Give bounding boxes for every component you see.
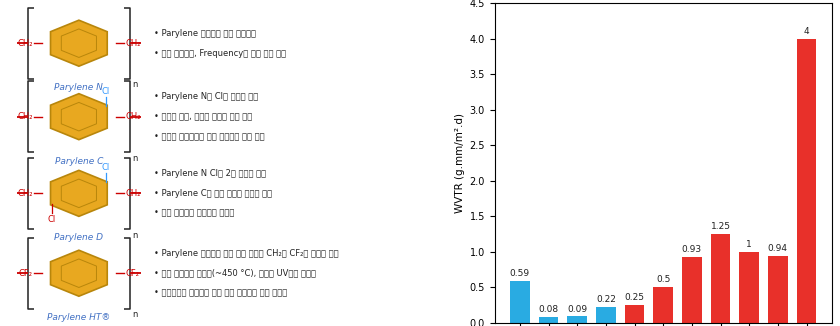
Text: CH₂: CH₂ — [18, 112, 33, 121]
Text: Cl: Cl — [102, 86, 110, 96]
Text: 0.22: 0.22 — [596, 295, 616, 304]
Text: 0.08: 0.08 — [538, 305, 559, 314]
Y-axis label: WVTR (g.mm/m².d): WVTR (g.mm/m².d) — [455, 113, 465, 213]
Text: Cl: Cl — [102, 163, 110, 172]
Bar — [768, 256, 788, 323]
Text: • Parylene N에 Cl이 추가된 모델: • Parylene N에 Cl이 추가된 모델 — [154, 92, 258, 101]
Text: CF₂: CF₂ — [18, 269, 33, 278]
Text: • 마찰계수와 유전율이 가장 낙고 침투율이 가장 우수함: • 마찰계수와 유전율이 가장 낙고 침투율이 가장 우수함 — [154, 289, 287, 298]
Polygon shape — [50, 94, 108, 140]
Text: 0.5: 0.5 — [656, 275, 670, 284]
Text: • Parylene N Cl이 2개 추가된 모델: • Parylene N Cl이 2개 추가된 모델 — [154, 169, 266, 178]
Text: 1: 1 — [746, 240, 752, 249]
Text: • 높은 온도에서 안정적(~450 °C), 장시간 UV에서 안정적: • 높은 온도에서 안정적(~450 °C), 장시간 UV에서 안정적 — [154, 269, 316, 278]
Text: • Parylene 시리즈의 가장 최신 모델로 CH₂가 CF₂로 변경된 모델: • Parylene 시리즈의 가장 최신 모델로 CH₂가 CF₂로 변경된 … — [154, 249, 339, 258]
Text: 0.94: 0.94 — [768, 244, 788, 253]
Bar — [739, 252, 759, 323]
Text: • 낙은 유전상수, Frequency에 의한 영향 없음: • 낙은 유전상수, Frequency에 의한 영향 없음 — [154, 49, 286, 58]
Text: CH₂: CH₂ — [18, 189, 33, 198]
Text: 4: 4 — [804, 27, 810, 36]
Bar — [596, 307, 616, 323]
Text: • 전기적 절연, 기계적 강도가 매우 우수: • 전기적 절연, 기계적 강도가 매우 우수 — [154, 112, 252, 121]
Bar — [654, 287, 673, 323]
Text: Cl: Cl — [48, 215, 56, 224]
Bar — [711, 234, 730, 323]
Text: n: n — [132, 81, 137, 89]
Text: • 수분과 부식가스에 대한 침투율이 매우 낙음: • 수분과 부식가스에 대한 침투율이 매우 낙음 — [154, 132, 265, 141]
Text: 0.25: 0.25 — [624, 293, 644, 302]
Text: CH₂: CH₂ — [125, 39, 140, 48]
Text: • 높은 온도에서 안정성이 우수함: • 높은 온도에서 안정성이 우수함 — [154, 209, 234, 218]
Text: • Parylene 시리즈의 가장 기본모델: • Parylene 시리즈의 가장 기본모델 — [154, 29, 256, 38]
Bar — [625, 305, 644, 323]
Text: CH₂: CH₂ — [125, 189, 140, 198]
Text: CH₂: CH₂ — [125, 112, 140, 121]
Text: Parylene HT®: Parylene HT® — [47, 313, 111, 322]
Bar — [797, 39, 816, 323]
Text: 1.25: 1.25 — [711, 222, 731, 231]
Text: 0.93: 0.93 — [682, 245, 702, 254]
Text: Parylene C: Parylene C — [55, 157, 103, 166]
Polygon shape — [50, 250, 108, 296]
Text: 0.59: 0.59 — [510, 269, 530, 278]
Bar — [682, 257, 701, 323]
Text: CF₂: CF₂ — [125, 269, 139, 278]
Bar — [510, 281, 529, 323]
Text: • Parylene C와 거의 비슷한 특성을 가짘: • Parylene C와 거의 비슷한 특성을 가짘 — [154, 189, 272, 198]
Bar — [538, 317, 559, 323]
Text: n: n — [132, 310, 137, 319]
Text: n: n — [132, 230, 137, 240]
Polygon shape — [50, 20, 108, 66]
Bar — [568, 316, 587, 323]
Polygon shape — [50, 170, 108, 216]
Text: CH₂: CH₂ — [18, 39, 33, 48]
Text: Parylene D: Parylene D — [55, 233, 103, 242]
Text: 0.09: 0.09 — [567, 304, 587, 314]
Text: Parylene N: Parylene N — [55, 83, 103, 92]
Text: n: n — [132, 154, 137, 163]
